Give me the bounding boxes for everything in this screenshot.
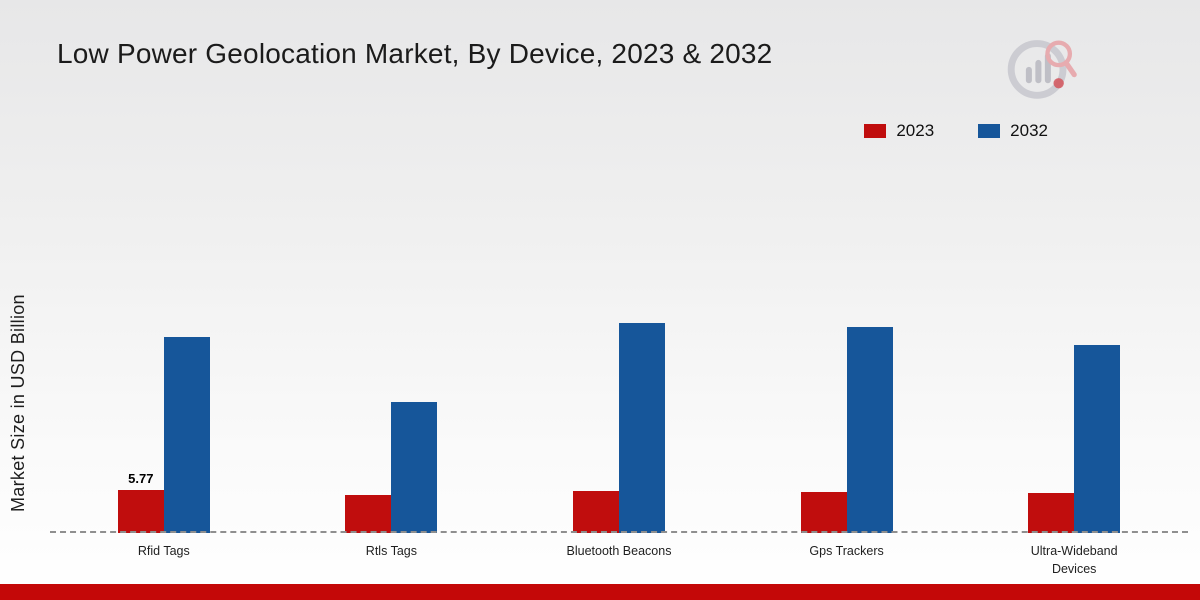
brand-logo [1007,40,1077,99]
legend-label-2023: 2023 [896,121,935,140]
category-label: Ultra-Wideband Devices [1030,544,1118,576]
legend: 2023 2032 [864,121,1048,141]
bar-2023 [1028,493,1075,533]
category-label: Gps Trackers [809,544,884,558]
logo-magnifier-icon [1045,40,1073,68]
bar-value-label: 5.77 [128,471,154,486]
bar-pair [345,402,438,533]
logo-bar-1 [1025,66,1032,84]
bar-2032 [618,323,665,533]
chart-title: Low Power Geolocation Market, By Device,… [57,38,773,69]
bar-pair: 5.77 [117,337,210,533]
bar-2023 [572,491,619,533]
bar-2023: 5.77 [117,471,164,533]
bar-pair [1028,345,1121,533]
bar-2023 [800,492,847,533]
bar-group: Bluetooth Beacons [505,145,733,558]
legend-swatch-2023 [864,124,887,138]
bar-2032 [1074,345,1121,533]
logo-red-dot [1053,78,1064,89]
bar-2032 [391,402,438,533]
bar-2032 [163,337,210,533]
bar-group: 5.77 Rfid Tags [50,145,278,558]
category-label: Bluetooth Beacons [566,544,672,558]
legend-item-2032: 2032 [978,121,1048,141]
bar-group: Rtls Tags [278,145,506,558]
y-axis-label: Market Size in USD Billion [8,294,28,512]
category-label: Rtls Tags [365,544,417,558]
plot-area: 5.77 Rfid Tags Rtls Tags Bluetooth Beacons G… [50,145,1188,576]
legend-label-2032: 2032 [1010,121,1048,140]
footer-strip [0,584,1200,600]
bar-group: Ultra-Wideband Devices [960,145,1188,576]
bar-pair [572,323,665,533]
bar-2032 [846,327,893,533]
category-label: Rfid Tags [137,544,190,558]
bar-group: Gps Trackers [733,145,961,558]
bar-pair [800,327,893,533]
bar-2023 [345,495,392,533]
legend-item-2023: 2023 [864,121,934,141]
logo-bar-2 [1035,59,1042,84]
legend-swatch-2032 [978,124,1001,138]
bar-groups: 5.77 Rfid Tags Rtls Tags Bluetooth Beacons G… [50,145,1188,576]
logo-circle [1007,40,1067,99]
logo-magnifier-handle [1063,60,1077,78]
x-axis-baseline [50,531,1188,533]
